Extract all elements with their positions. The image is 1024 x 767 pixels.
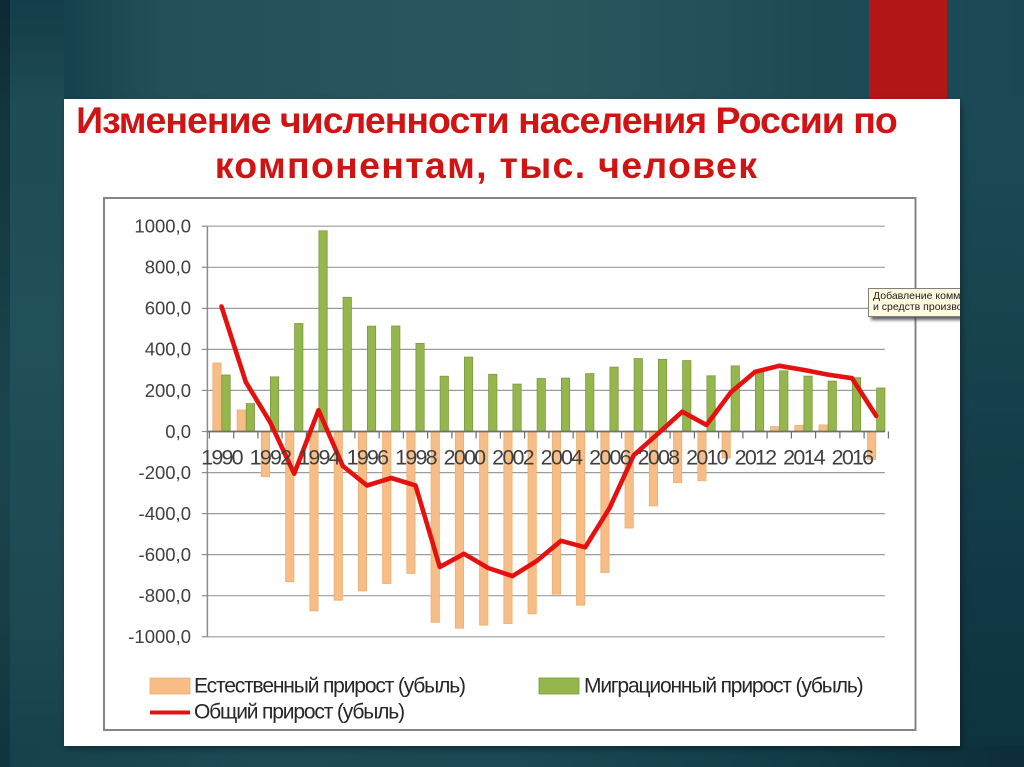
svg-text:Общий прирост (убыль): Общий прирост (убыль): [194, 701, 404, 724]
svg-text:1998: 1998: [395, 446, 437, 470]
svg-text:0,0: 0,0: [165, 421, 191, 442]
svg-text:1992: 1992: [250, 446, 291, 470]
svg-text:2004: 2004: [541, 446, 583, 470]
svg-text:1000,0: 1000,0: [134, 216, 191, 237]
svg-text:800,0: 800,0: [145, 257, 191, 278]
svg-text:600,0: 600,0: [145, 298, 191, 319]
svg-text:-200,0: -200,0: [139, 462, 191, 483]
svg-text:1994: 1994: [298, 446, 340, 470]
svg-text:1996: 1996: [347, 446, 389, 470]
svg-text:2012: 2012: [735, 446, 776, 470]
svg-text:-800,0: -800,0: [139, 585, 191, 606]
svg-text:1990: 1990: [201, 446, 243, 470]
svg-text:2000: 2000: [444, 446, 486, 470]
svg-text:2006: 2006: [589, 446, 631, 470]
svg-text:200,0: 200,0: [145, 380, 191, 401]
svg-text:400,0: 400,0: [145, 339, 191, 360]
svg-text:2002: 2002: [492, 446, 533, 470]
svg-text:-1000,0: -1000,0: [128, 626, 191, 647]
svg-text:-600,0: -600,0: [139, 544, 191, 565]
svg-text:-400,0: -400,0: [139, 503, 191, 524]
svg-text:2008: 2008: [638, 446, 680, 470]
svg-text:Миграционный прирост (убыль): Миграционный прирост (убыль): [584, 675, 863, 698]
svg-text:Естественный прирост (убыль): Естественный прирост (убыль): [194, 675, 465, 698]
svg-text:2014: 2014: [783, 446, 825, 470]
svg-text:2010: 2010: [686, 446, 728, 470]
svg-text:2016: 2016: [832, 446, 874, 470]
